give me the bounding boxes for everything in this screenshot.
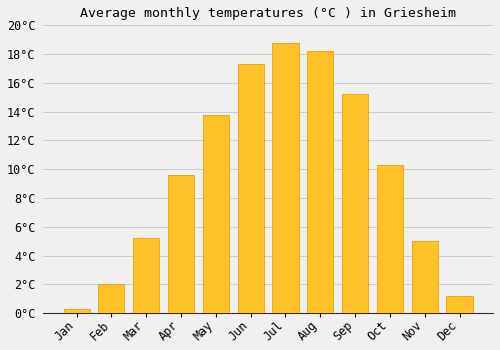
Bar — [98, 285, 124, 313]
Bar — [307, 51, 334, 313]
Bar — [342, 94, 368, 313]
Bar — [446, 296, 472, 313]
Bar — [64, 309, 90, 313]
Title: Average monthly temperatures (°C ) in Griesheim: Average monthly temperatures (°C ) in Gr… — [80, 7, 456, 20]
Bar — [412, 241, 438, 313]
Bar — [168, 175, 194, 313]
Bar — [272, 43, 298, 313]
Bar — [133, 238, 160, 313]
Bar — [203, 114, 229, 313]
Bar — [377, 165, 403, 313]
Bar — [238, 64, 264, 313]
